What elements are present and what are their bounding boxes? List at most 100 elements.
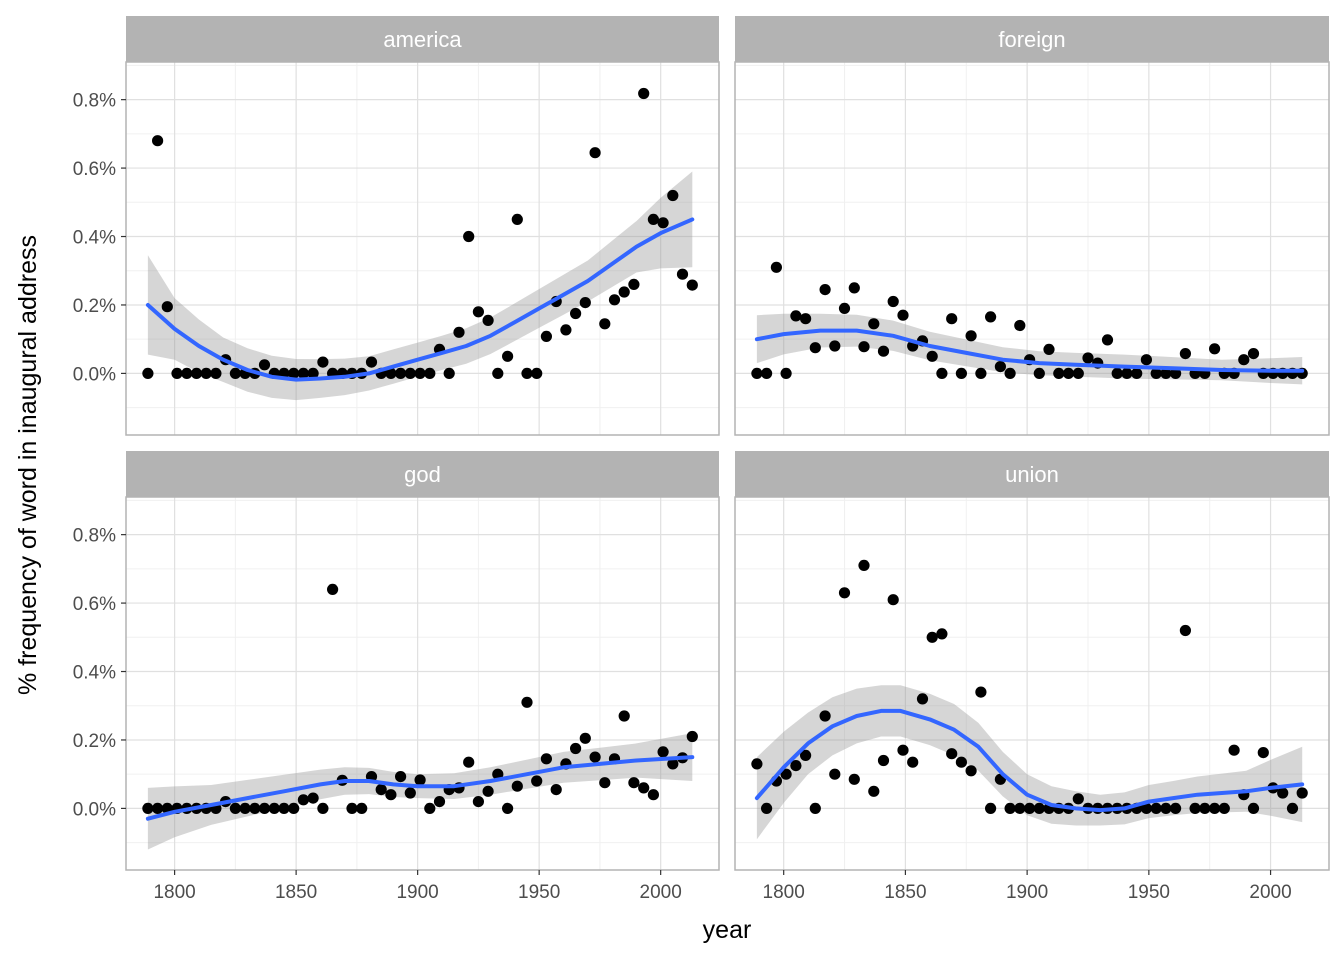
data-point: [327, 583, 339, 596]
data-point: [751, 758, 763, 770]
data-point: [829, 768, 841, 780]
data-point: [249, 802, 261, 815]
data-point: [868, 318, 880, 330]
data-point: [521, 696, 533, 708]
data-point: [1033, 367, 1045, 379]
data-point: [258, 802, 271, 815]
x-tick-label: 1950: [518, 882, 560, 903]
data-point: [809, 802, 821, 815]
data-point: [1101, 334, 1114, 346]
data-point: [229, 367, 241, 379]
data-point: [365, 356, 378, 368]
data-point: [1247, 348, 1260, 360]
data-point: [1043, 343, 1055, 355]
facet-strip: [126, 451, 719, 497]
x-tick-label: 1800: [153, 882, 195, 903]
data-point: [1140, 354, 1152, 366]
data-point: [657, 746, 669, 758]
data-point: [288, 367, 300, 379]
data-point: [404, 367, 416, 379]
data-point: [472, 796, 484, 808]
data-point: [589, 147, 601, 159]
data-point: [531, 775, 543, 787]
data-point: [346, 802, 358, 815]
data-point: [239, 802, 251, 815]
data-point: [171, 367, 183, 379]
facet-strip: [126, 16, 719, 62]
data-point: [1150, 367, 1162, 379]
data-point: [897, 744, 909, 756]
y-tick-label: 0.2%: [73, 296, 116, 317]
data-point: [994, 361, 1007, 373]
data-point: [258, 359, 271, 371]
data-point: [1209, 343, 1221, 355]
data-point: [1014, 802, 1026, 815]
panel-border: [125, 61, 720, 436]
data-point: [463, 230, 475, 243]
data-point: [1140, 802, 1152, 815]
data-point: [770, 261, 783, 273]
data-point: [686, 279, 698, 291]
data-point: [1199, 802, 1211, 815]
facet-strip-label: america: [383, 27, 462, 52]
y-tick-label: 0.8%: [73, 526, 116, 547]
y-tick-label: 0.6%: [73, 159, 116, 180]
y-tick-label: 0.0%: [73, 799, 116, 820]
data-point: [916, 693, 929, 705]
x-tick-label: 1900: [396, 882, 438, 903]
data-point: [550, 784, 562, 796]
x-axis-title: year: [703, 916, 752, 944]
data-point: [1033, 802, 1045, 815]
data-point: [463, 756, 475, 768]
y-tick-label: 0.4%: [73, 663, 116, 684]
data-point: [1111, 367, 1123, 379]
confidence-band: [147, 733, 693, 850]
data-point: [1014, 319, 1026, 332]
data-point: [210, 367, 222, 379]
data-point: [955, 367, 968, 379]
data-point: [608, 294, 621, 306]
data-point: [1170, 802, 1182, 815]
data-point: [356, 802, 368, 815]
facet-panel-america: america 0.0% 0.2% 0.4% 0.6% 0.8%: [73, 16, 720, 436]
data-point: [1286, 802, 1299, 815]
data-point: [965, 330, 977, 342]
y-axis-title: % frequency of word in inaugural address: [14, 235, 42, 695]
facet-panel-foreign: foreign: [734, 16, 1330, 436]
data-point: [395, 771, 407, 783]
smooth-line: [754, 708, 1305, 813]
data-point: [638, 782, 650, 794]
data-point: [1072, 367, 1084, 379]
data-point: [395, 367, 407, 379]
data-point: [877, 754, 890, 767]
x-tick-label: 2000: [1249, 882, 1291, 903]
data-point: [926, 350, 938, 362]
data-point: [838, 587, 851, 599]
data-point: [492, 367, 504, 379]
data-point: [887, 594, 899, 606]
data-point: [1004, 367, 1016, 379]
data-point: [751, 367, 763, 379]
data-point: [1296, 787, 1308, 799]
data-point: [433, 796, 446, 808]
data-point: [907, 756, 919, 768]
data-point: [829, 340, 841, 352]
data-point: [887, 295, 899, 308]
data-point: [667, 758, 679, 770]
data-point: [1072, 793, 1084, 805]
data-point: [1062, 367, 1075, 379]
data-point: [1189, 802, 1201, 815]
data-point: [877, 345, 890, 357]
data-point: [181, 367, 193, 379]
data-point: [200, 367, 212, 379]
data-point: [521, 367, 533, 379]
data-point: [560, 324, 572, 336]
data-point: [780, 768, 792, 780]
data-point: [800, 749, 812, 762]
data-point: [975, 686, 987, 698]
data-point: [946, 313, 958, 325]
data-point: [1024, 802, 1036, 815]
data-point: [1238, 354, 1250, 366]
data-point: [317, 356, 329, 368]
facet-strip-label: foreign: [998, 27, 1065, 52]
